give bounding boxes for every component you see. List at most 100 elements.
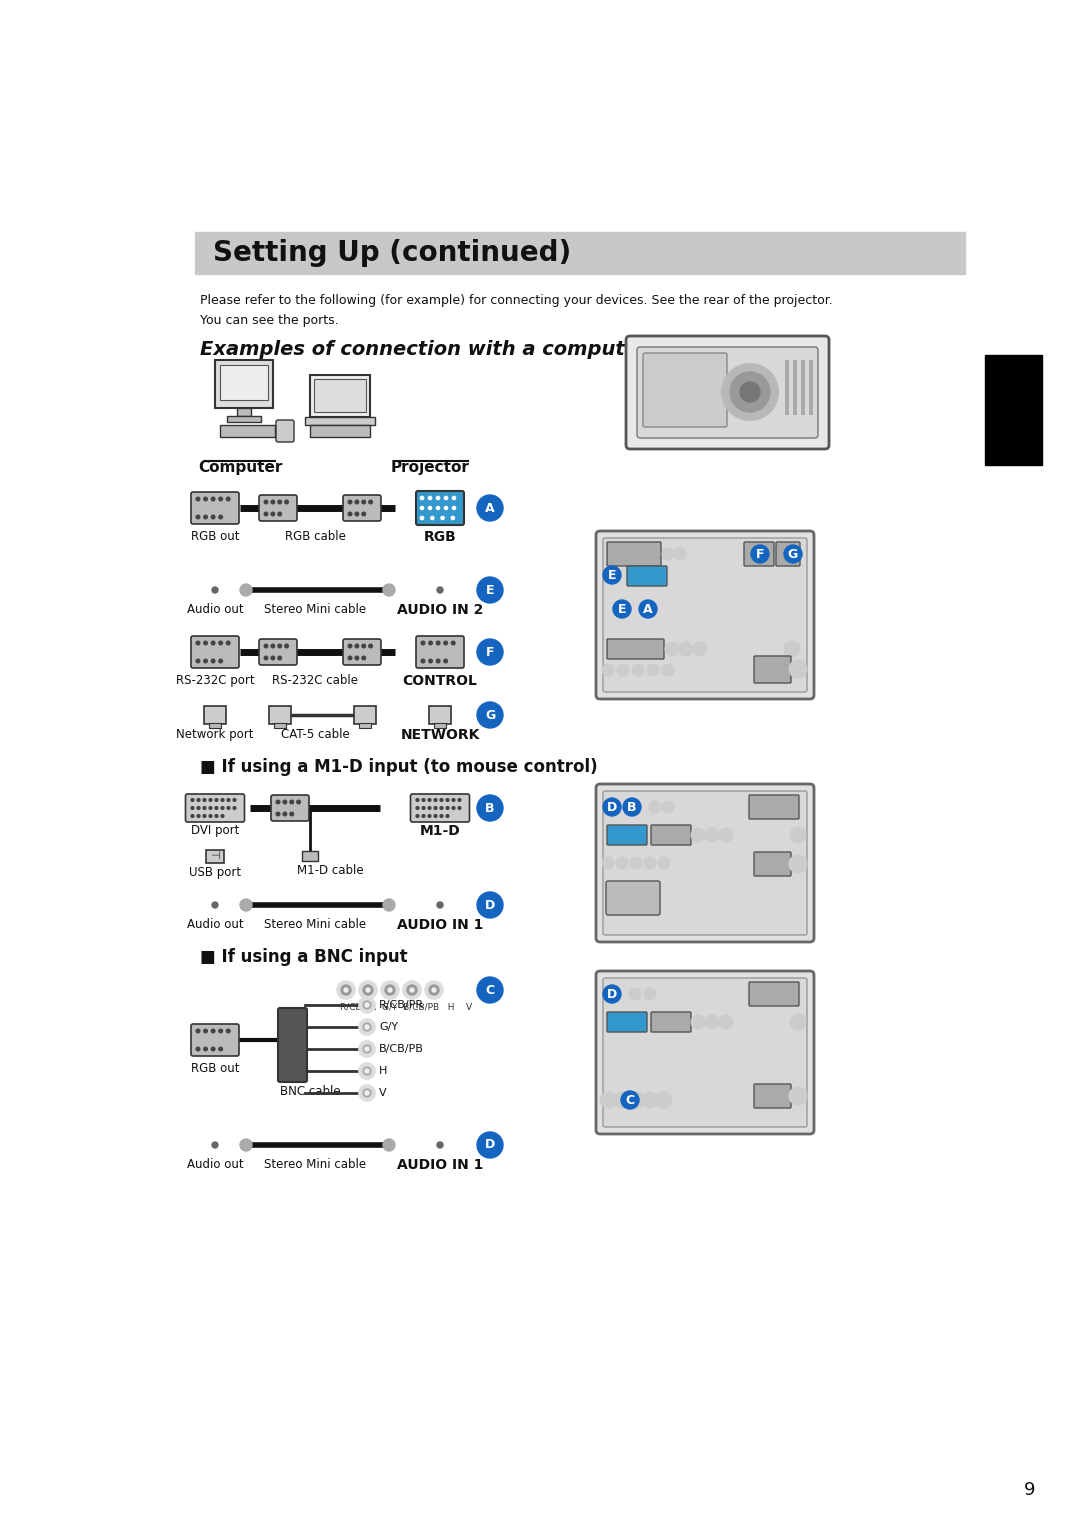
Text: Audio out: Audio out bbox=[187, 918, 243, 931]
Circle shape bbox=[362, 500, 365, 504]
Circle shape bbox=[359, 1019, 375, 1034]
Text: G: G bbox=[788, 547, 798, 561]
Circle shape bbox=[639, 601, 657, 617]
Circle shape bbox=[691, 828, 705, 842]
Circle shape bbox=[432, 989, 436, 992]
Circle shape bbox=[219, 515, 222, 520]
Text: G/Y: G/Y bbox=[379, 1022, 399, 1031]
Text: AUDIO IN 1: AUDIO IN 1 bbox=[396, 918, 483, 932]
Circle shape bbox=[355, 512, 359, 516]
Bar bbox=[220, 425, 275, 437]
Bar bbox=[314, 379, 366, 413]
Text: M1-D cable: M1-D cable bbox=[297, 863, 363, 877]
FancyBboxPatch shape bbox=[416, 490, 464, 526]
Circle shape bbox=[197, 642, 200, 645]
Circle shape bbox=[204, 1030, 207, 1033]
Text: E: E bbox=[486, 584, 495, 596]
Circle shape bbox=[428, 814, 431, 817]
Circle shape bbox=[278, 656, 282, 660]
FancyBboxPatch shape bbox=[651, 1012, 691, 1031]
Circle shape bbox=[278, 512, 282, 516]
Circle shape bbox=[221, 799, 224, 801]
Circle shape bbox=[740, 382, 760, 402]
Circle shape bbox=[227, 497, 230, 501]
Text: Please refer to the following (for example) for connecting your devices. See the: Please refer to the following (for examp… bbox=[200, 293, 833, 307]
Circle shape bbox=[662, 665, 674, 675]
Circle shape bbox=[429, 506, 432, 510]
Circle shape bbox=[616, 857, 627, 869]
Circle shape bbox=[210, 799, 212, 801]
Circle shape bbox=[191, 814, 194, 817]
Text: D: D bbox=[485, 1138, 495, 1152]
Circle shape bbox=[363, 1045, 372, 1053]
Circle shape bbox=[437, 1141, 443, 1148]
Circle shape bbox=[203, 807, 206, 810]
Circle shape bbox=[436, 497, 440, 500]
FancyBboxPatch shape bbox=[607, 542, 661, 565]
FancyBboxPatch shape bbox=[754, 1083, 791, 1108]
Circle shape bbox=[613, 601, 631, 617]
Circle shape bbox=[383, 1138, 395, 1151]
Circle shape bbox=[416, 799, 419, 801]
Circle shape bbox=[477, 795, 503, 821]
Circle shape bbox=[341, 986, 351, 995]
Text: RGB: RGB bbox=[423, 530, 457, 544]
FancyBboxPatch shape bbox=[191, 636, 239, 668]
Text: RGB out: RGB out bbox=[191, 530, 240, 542]
Circle shape bbox=[751, 545, 769, 562]
Text: USB port: USB port bbox=[189, 866, 241, 879]
Circle shape bbox=[647, 665, 659, 675]
FancyBboxPatch shape bbox=[607, 825, 647, 845]
Circle shape bbox=[705, 1015, 719, 1028]
Circle shape bbox=[428, 807, 431, 810]
Circle shape bbox=[227, 642, 230, 645]
Circle shape bbox=[458, 807, 461, 810]
Circle shape bbox=[362, 645, 365, 648]
Circle shape bbox=[240, 898, 252, 911]
FancyBboxPatch shape bbox=[416, 636, 464, 668]
Circle shape bbox=[227, 799, 230, 801]
Circle shape bbox=[285, 645, 288, 648]
Circle shape bbox=[719, 828, 733, 842]
Circle shape bbox=[359, 981, 377, 999]
Circle shape bbox=[219, 1030, 222, 1033]
FancyBboxPatch shape bbox=[603, 538, 807, 692]
Circle shape bbox=[662, 549, 674, 559]
Circle shape bbox=[446, 814, 449, 817]
Circle shape bbox=[197, 1047, 200, 1051]
Circle shape bbox=[630, 857, 642, 869]
FancyBboxPatch shape bbox=[643, 353, 727, 426]
Circle shape bbox=[271, 500, 274, 504]
Circle shape bbox=[283, 813, 286, 816]
Circle shape bbox=[605, 568, 619, 582]
Circle shape bbox=[617, 665, 629, 675]
Circle shape bbox=[285, 500, 288, 504]
Circle shape bbox=[365, 1070, 369, 1073]
Circle shape bbox=[366, 989, 370, 992]
Circle shape bbox=[407, 986, 417, 995]
Circle shape bbox=[233, 807, 235, 810]
Circle shape bbox=[381, 981, 399, 999]
Circle shape bbox=[429, 986, 438, 995]
Circle shape bbox=[436, 659, 440, 663]
Circle shape bbox=[337, 981, 355, 999]
Circle shape bbox=[644, 989, 656, 999]
Circle shape bbox=[434, 807, 437, 810]
Circle shape bbox=[197, 497, 200, 501]
Text: B: B bbox=[627, 801, 637, 813]
Circle shape bbox=[441, 799, 443, 801]
Text: C: C bbox=[625, 1094, 635, 1106]
Circle shape bbox=[436, 642, 440, 645]
Circle shape bbox=[362, 656, 365, 660]
FancyBboxPatch shape bbox=[343, 639, 381, 665]
Circle shape bbox=[431, 516, 434, 520]
Circle shape bbox=[212, 1141, 218, 1148]
FancyBboxPatch shape bbox=[259, 639, 297, 665]
Circle shape bbox=[204, 1047, 207, 1051]
Circle shape bbox=[203, 799, 206, 801]
Text: Audio out: Audio out bbox=[187, 1158, 243, 1170]
Circle shape bbox=[600, 1093, 616, 1108]
Circle shape bbox=[453, 506, 456, 510]
FancyBboxPatch shape bbox=[606, 882, 660, 915]
Circle shape bbox=[363, 1067, 372, 1076]
